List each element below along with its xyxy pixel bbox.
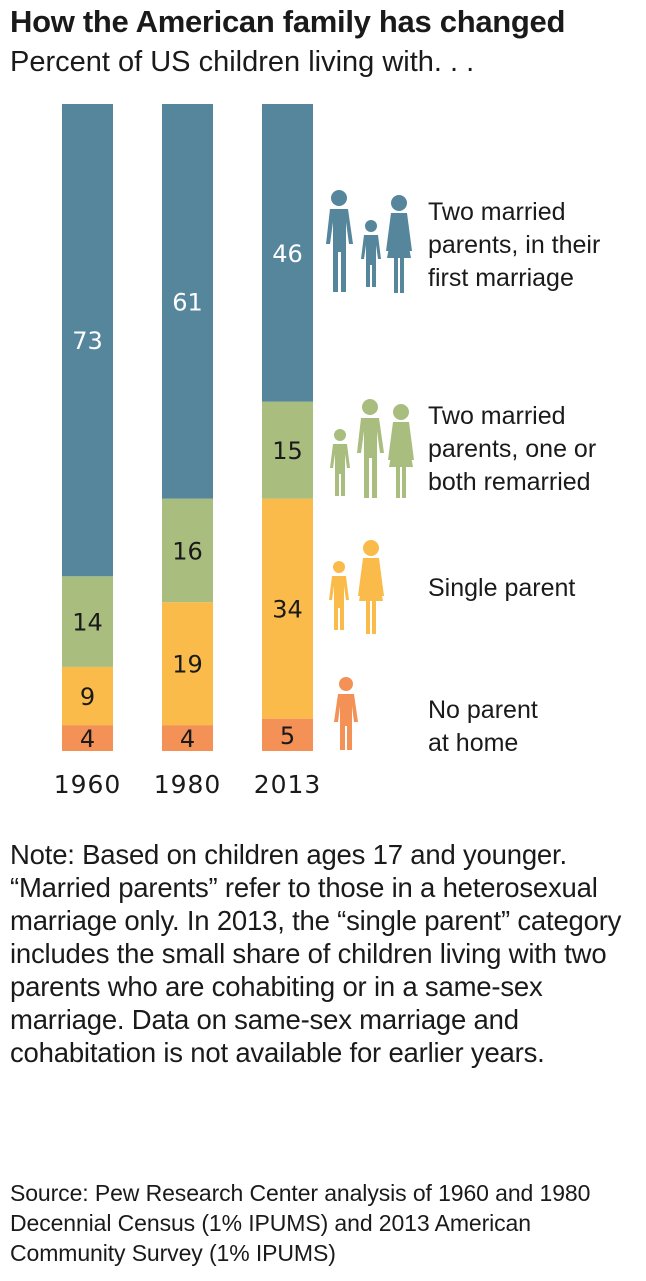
- value-label-first_marriage-1960: 73: [72, 327, 103, 355]
- bar-remarried-1960: [62, 576, 113, 667]
- year-label-1980: 1980: [154, 770, 222, 799]
- value-label-first_marriage-2013: 46: [272, 240, 303, 268]
- legend-label-first_marriage: Two married: [428, 198, 566, 226]
- bar-first_marriage-1980: [162, 104, 213, 499]
- year-label-2013: 2013: [254, 770, 322, 799]
- chart-note: Note: Based on children ages 17 and youn…: [10, 839, 622, 1068]
- value-label-single_parent-1980: 19: [172, 651, 203, 679]
- value-label-no_parent-2013: 5: [280, 722, 295, 750]
- bar-first_marriage-2013: [262, 104, 313, 402]
- child-silhouette-icon: [334, 677, 358, 750]
- remarried-family-icon: [330, 399, 414, 498]
- bar-single_parent-2013: [262, 498, 313, 719]
- legend-label-remarried: parents, one or: [428, 435, 596, 463]
- value-label-remarried-1980: 16: [172, 537, 203, 565]
- bar-single_parent-1960: [62, 666, 113, 726]
- chart-title: How the American family has changed: [10, 4, 566, 39]
- value-label-single_parent-2013: 34: [272, 596, 303, 624]
- legend-label-remarried: both remarried: [428, 468, 591, 496]
- chart-source: Source: Pew Research Center analysis of …: [10, 1180, 591, 1266]
- chart-subtitle: Percent of US children living with. . .: [10, 46, 475, 78]
- legend-label-no_parent: No parent: [428, 696, 538, 724]
- bar-no_parent-1960: [62, 725, 113, 751]
- single-parent-family-icon: [329, 540, 384, 634]
- value-label-remarried-2013: 15: [272, 437, 303, 465]
- legend-label-remarried: Two married: [428, 402, 566, 430]
- legend-label-single_parent: Single parent: [428, 574, 575, 602]
- bars-group: 4 9 14 73 1960 4 19 16 61 1980 5 34 15 46 2013: [54, 104, 322, 799]
- married-family-icon: [326, 190, 412, 293]
- legend-label-no_parent: at home: [428, 729, 518, 757]
- year-label-1960: 1960: [54, 770, 122, 799]
- bar-remarried-1980: [162, 498, 213, 603]
- value-label-single_parent-1960: 9: [80, 683, 95, 711]
- bar-no_parent-2013: [262, 718, 313, 751]
- value-label-first_marriage-1980: 61: [172, 288, 203, 316]
- bar-single_parent-1980: [162, 602, 213, 726]
- value-label-no_parent-1980: 4: [180, 725, 195, 753]
- bar-no_parent-1980: [162, 725, 213, 751]
- stacked-bar-chart: 4 9 14 73 1960 4 19 16 61 1980 5 34 15 46 2013: [54, 104, 600, 799]
- bar-first_marriage-1960: [62, 104, 113, 577]
- bar-remarried-2013: [262, 401, 313, 499]
- value-label-no_parent-1960: 4: [80, 725, 95, 753]
- legend: Two married parents, in their first marria…: [326, 190, 600, 757]
- legend-label-first_marriage: first marriage: [428, 264, 574, 292]
- value-label-remarried-1960: 14: [72, 609, 103, 637]
- legend-label-first_marriage: parents, in their: [428, 231, 600, 259]
